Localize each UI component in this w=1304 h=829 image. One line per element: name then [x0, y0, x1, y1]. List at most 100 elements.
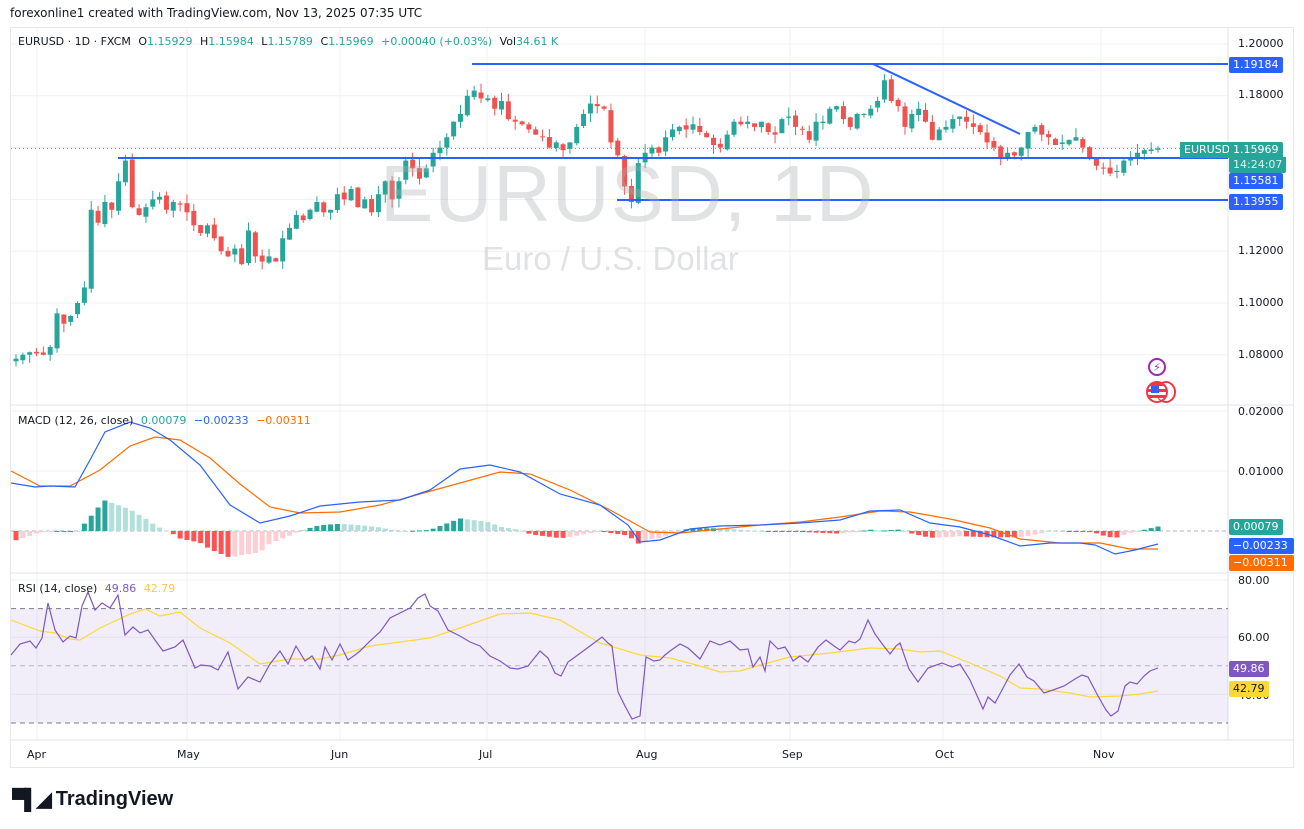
macd-histogram-bar [293, 531, 299, 533]
candle-body [943, 126, 949, 130]
macd-histogram-bar [150, 523, 156, 531]
macd-histogram-bar [1128, 531, 1134, 533]
candle-body [1121, 160, 1127, 173]
candle-body [745, 121, 751, 124]
candle-body [423, 168, 429, 178]
candle-body [20, 354, 26, 361]
macd-histogram-bar [136, 514, 142, 531]
candle-body [950, 119, 956, 129]
macd-histogram-bar [328, 524, 334, 531]
rsi-label[interactable]: RSI (14, close) [18, 582, 98, 595]
candle-body [478, 92, 484, 99]
macd-histogram-bar [88, 515, 94, 531]
macd-histogram-bar [1039, 531, 1045, 534]
price-tick: 1.18000 [1238, 88, 1284, 101]
macd-histogram-bar [1032, 531, 1038, 535]
candle-body [47, 347, 53, 355]
candle-body [61, 314, 67, 324]
symbol-info[interactable]: EURUSD · 1D · FXCM [18, 35, 131, 48]
candle-body [437, 147, 443, 154]
macd-histogram-bar [416, 530, 422, 532]
macd-histogram-bar [246, 531, 252, 555]
candle-body [1052, 138, 1058, 146]
candle-body [861, 113, 867, 115]
trendline [872, 63, 1021, 135]
candle-body [184, 203, 190, 213]
macd-line-value: −0.00233 [193, 414, 249, 427]
macd-histogram-bar [27, 531, 33, 536]
candle-body [143, 207, 149, 217]
macd-histogram-bar [642, 531, 648, 542]
candle-body [116, 181, 122, 211]
macd-legend: MACD (12, 26, close) 0.00079 −0.00233 −0… [18, 414, 315, 427]
macd-histogram-bar [690, 528, 696, 531]
candle-body [396, 181, 402, 199]
watermark-subtitle: Euro / U.S. Dollar [482, 240, 739, 277]
lightning-icon[interactable]: ⚡ [1148, 358, 1166, 376]
candle-body [820, 121, 826, 124]
candle-body [875, 100, 881, 108]
macd-histogram-bar [820, 531, 826, 533]
candle-body [328, 209, 334, 213]
macd-histogram-bar [1059, 531, 1065, 532]
macd-histogram-bar [745, 530, 751, 532]
macd-histogram-bar [163, 530, 169, 532]
candle-body [34, 351, 40, 354]
macd-histogram-bar [1018, 531, 1024, 538]
candle-body [334, 194, 340, 210]
macd-histogram-bar [478, 521, 484, 531]
macd-histogram-bar [61, 531, 67, 532]
macd-label[interactable]: MACD (12, 26, close) [18, 414, 134, 427]
macd-histogram-bar [369, 526, 375, 531]
candle-body [218, 236, 224, 252]
candle-body [813, 121, 819, 141]
flag-canton [1151, 386, 1159, 393]
macd-histogram-bar [225, 531, 231, 557]
candle-body [1066, 139, 1072, 145]
candle-body [854, 113, 860, 129]
last-price-tag: 1.15969 [1229, 142, 1283, 157]
close-value: 1.15969 [328, 35, 374, 48]
candle-body [1059, 142, 1065, 145]
macd-histogram-bar [211, 531, 217, 552]
time-tick: Jul [479, 748, 493, 761]
chart-frame[interactable] [10, 27, 1294, 768]
macd-histogram-bar [608, 531, 614, 534]
macd-histogram-bar [471, 520, 477, 531]
macd-histogram-bar [1155, 526, 1161, 531]
macd-histogram-bar [1134, 531, 1140, 532]
open-value: 1.15929 [147, 35, 193, 48]
macd-histogram-bar [13, 531, 19, 541]
candle-body [410, 159, 416, 169]
candle-body [649, 147, 655, 154]
macd-histogram-bar [218, 531, 224, 554]
macd-histogram-bar [300, 529, 306, 531]
candle-body [902, 106, 908, 127]
candle-body [847, 117, 853, 127]
macd-histogram-bar [724, 528, 730, 531]
candle-body [567, 142, 573, 149]
macd-histogram-bar [840, 531, 846, 534]
candle-body [779, 119, 785, 134]
candle-body [717, 143, 723, 148]
symbol-price-tag: EURUSD [1180, 142, 1235, 158]
macd-histogram-bar [232, 531, 238, 557]
candle-body [546, 137, 552, 148]
candle-body [1114, 170, 1120, 173]
candle-body [314, 201, 320, 212]
macd-histogram-bar [81, 523, 87, 531]
macd-histogram-bar [936, 531, 942, 538]
macd-histogram-bar [546, 531, 552, 537]
candle-body [13, 358, 19, 362]
macd-histogram-bar [635, 531, 641, 544]
tradingview-logo[interactable]: ▀▌◢ TradingView [12, 787, 173, 812]
macd-histogram-bar [451, 520, 457, 531]
candle-body [348, 189, 354, 201]
macd-signal-value: −0.00311 [256, 414, 311, 427]
candle-body [444, 137, 450, 148]
candle-body [957, 116, 963, 119]
candle-body [916, 108, 922, 115]
candle-body [888, 79, 894, 101]
macd-histogram-bar [929, 531, 935, 538]
